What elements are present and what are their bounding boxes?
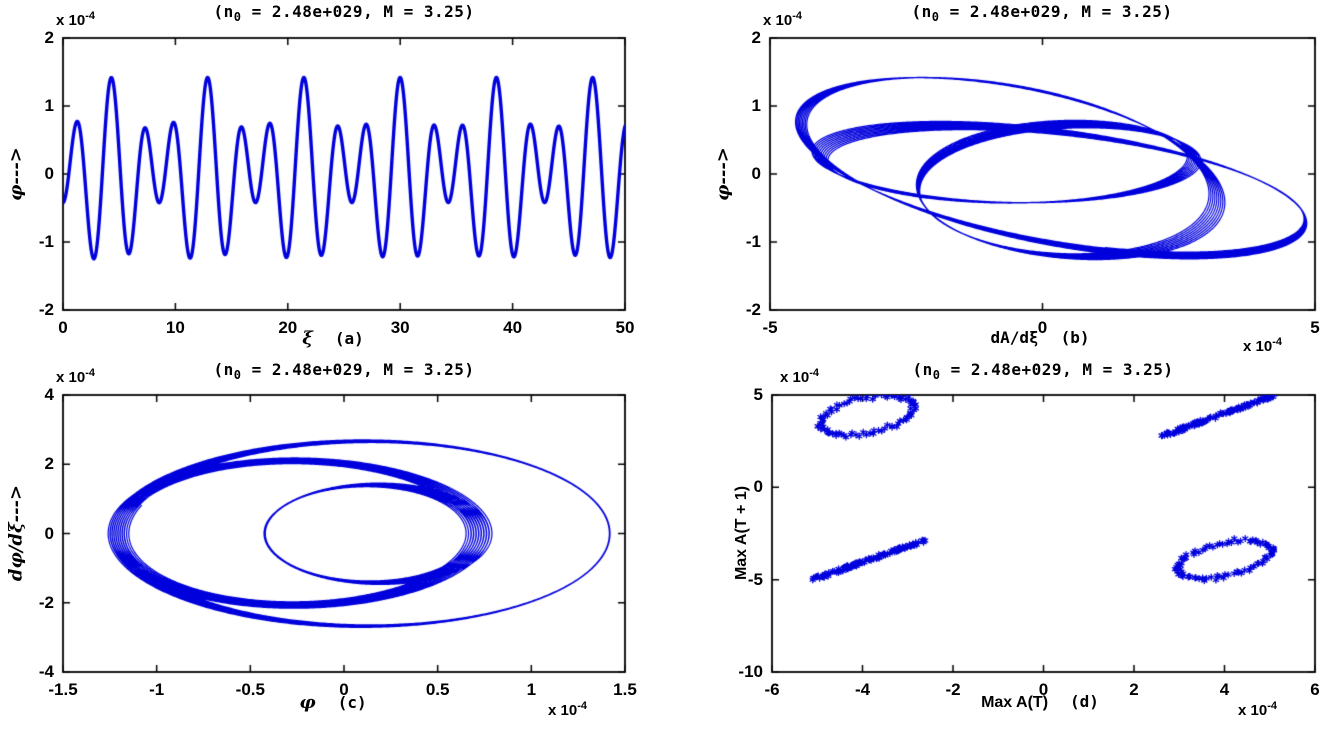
panel-letter: (b) — [1060, 328, 1090, 347]
y-tick-label: -5 — [747, 569, 763, 589]
x-tick-label: 2 — [1129, 680, 1139, 699]
title-subscript: 0 — [932, 368, 941, 383]
x-tick-label: 5 — [1310, 318, 1320, 337]
y-tick-label: 0 — [44, 523, 54, 543]
title-text: (n — [213, 360, 234, 379]
plot-title: (n0 = 2.48e+029, M = 3.25) — [213, 360, 474, 382]
title-text: = 2.48e+029, M = 3.25) — [939, 2, 1173, 21]
title-subscript: 0 — [233, 10, 242, 25]
y-tick-label: -10 — [738, 662, 763, 681]
y-axis-label: φ---> — [712, 147, 734, 201]
x-tick-label: 1.5 — [613, 680, 637, 699]
x-tick-label: -5 — [762, 318, 778, 337]
x-tick-label: 0.5 — [425, 680, 450, 699]
panel-letter: (a) — [334, 329, 364, 348]
x-tick-label: -1.5 — [48, 680, 78, 699]
x-axis-scale-label: x 10-4 — [1238, 700, 1277, 719]
y-tick-label: -2 — [38, 300, 54, 319]
y-tick-label: -4 — [38, 662, 54, 681]
x-axis-scale-label: x 10-4 — [548, 700, 587, 719]
y-axis-scale-label: x 10-4 — [780, 367, 819, 386]
x-tick-label: 1 — [526, 680, 537, 699]
y-tick-label: 5 — [753, 385, 763, 404]
y-tick-label: 0 — [753, 477, 763, 497]
y-tick-label: 0 — [751, 164, 761, 183]
x-tick-label: 0 — [339, 680, 349, 699]
plot-canvas — [770, 393, 1317, 674]
x-axis-label: φ (c) — [299, 692, 367, 713]
plot-title: (n0 = 2.48e+029, M = 3.25) — [911, 2, 1172, 24]
plot-canvas — [61, 393, 627, 674]
x-tick-label: 10 — [165, 318, 185, 337]
plot-title: (n0 = 2.48e+029, M = 3.25) — [912, 360, 1173, 382]
y-tick-label: 2 — [44, 454, 54, 474]
x-tick-label: 40 — [503, 318, 523, 337]
x-tick-label: 30 — [390, 318, 410, 337]
x-tick-label: 50 — [615, 318, 635, 337]
y-axis-scale-label: x 10-4 — [763, 10, 802, 29]
title-subscript: 0 — [931, 10, 940, 25]
x-tick-label: 6 — [1310, 680, 1320, 699]
y-tick-label: 2 — [751, 28, 761, 47]
x-axis-label: ξ (a) — [302, 328, 364, 349]
y-tick-label: -1 — [38, 232, 54, 251]
y-tick-label: 2 — [44, 28, 54, 47]
plot-canvas — [61, 36, 627, 312]
plot-title: (n0 = 2.48e+029, M = 3.25) — [213, 2, 474, 24]
x-tick-label: 0 — [1038, 680, 1049, 699]
y-axis-label: Max A(T + 1) — [733, 485, 750, 581]
panel-letter: (c) — [337, 693, 367, 712]
x-tick-label: -0.5 — [235, 680, 265, 699]
y-tick-label: 1 — [751, 96, 761, 115]
y-tick-label: -2 — [38, 592, 54, 612]
y-tick-label: -2 — [745, 300, 761, 319]
title-text: (n — [213, 2, 234, 21]
x-axis-scale-label: x 10-4 — [1243, 336, 1282, 355]
panel-letter: (d) — [1070, 692, 1099, 711]
x-tick-label: -4 — [854, 680, 871, 699]
y-tick-label: -1 — [745, 232, 761, 251]
x-axis-label: Max A(T) (d) — [981, 692, 1099, 711]
y-tick-label: 0 — [44, 164, 54, 183]
title-text: = 2.48e+029, M = 3.25) — [940, 360, 1174, 379]
x-tick-label: 4 — [1219, 680, 1230, 699]
y-axis-label: φ---> — [5, 147, 27, 201]
x-tick-label: 0 — [1037, 318, 1048, 337]
y-axis-scale-label: x 10-4 — [56, 367, 95, 386]
x-tick-label: 20 — [278, 318, 298, 337]
x-tick-label: -2 — [945, 680, 961, 699]
x-tick-label: -6 — [764, 680, 780, 699]
x-tick-label: -1 — [149, 680, 165, 699]
y-axis-scale-label: x 10-4 — [56, 10, 95, 29]
title-text: (n — [912, 360, 933, 379]
x-tick-label: 0 — [58, 318, 68, 337]
plot-canvas — [768, 36, 1317, 312]
title-text: = 2.48e+029, M = 3.25) — [241, 2, 475, 21]
title-text: = 2.48e+029, M = 3.25) — [241, 360, 475, 379]
y-tick-label: 1 — [44, 96, 54, 115]
y-tick-label: 4 — [44, 385, 54, 404]
title-subscript: 0 — [233, 368, 242, 383]
x-axis-label: dA/dξ (b) — [990, 328, 1090, 347]
title-text: (n — [911, 2, 932, 21]
y-axis-label: dφ/dξ---> — [5, 484, 27, 582]
